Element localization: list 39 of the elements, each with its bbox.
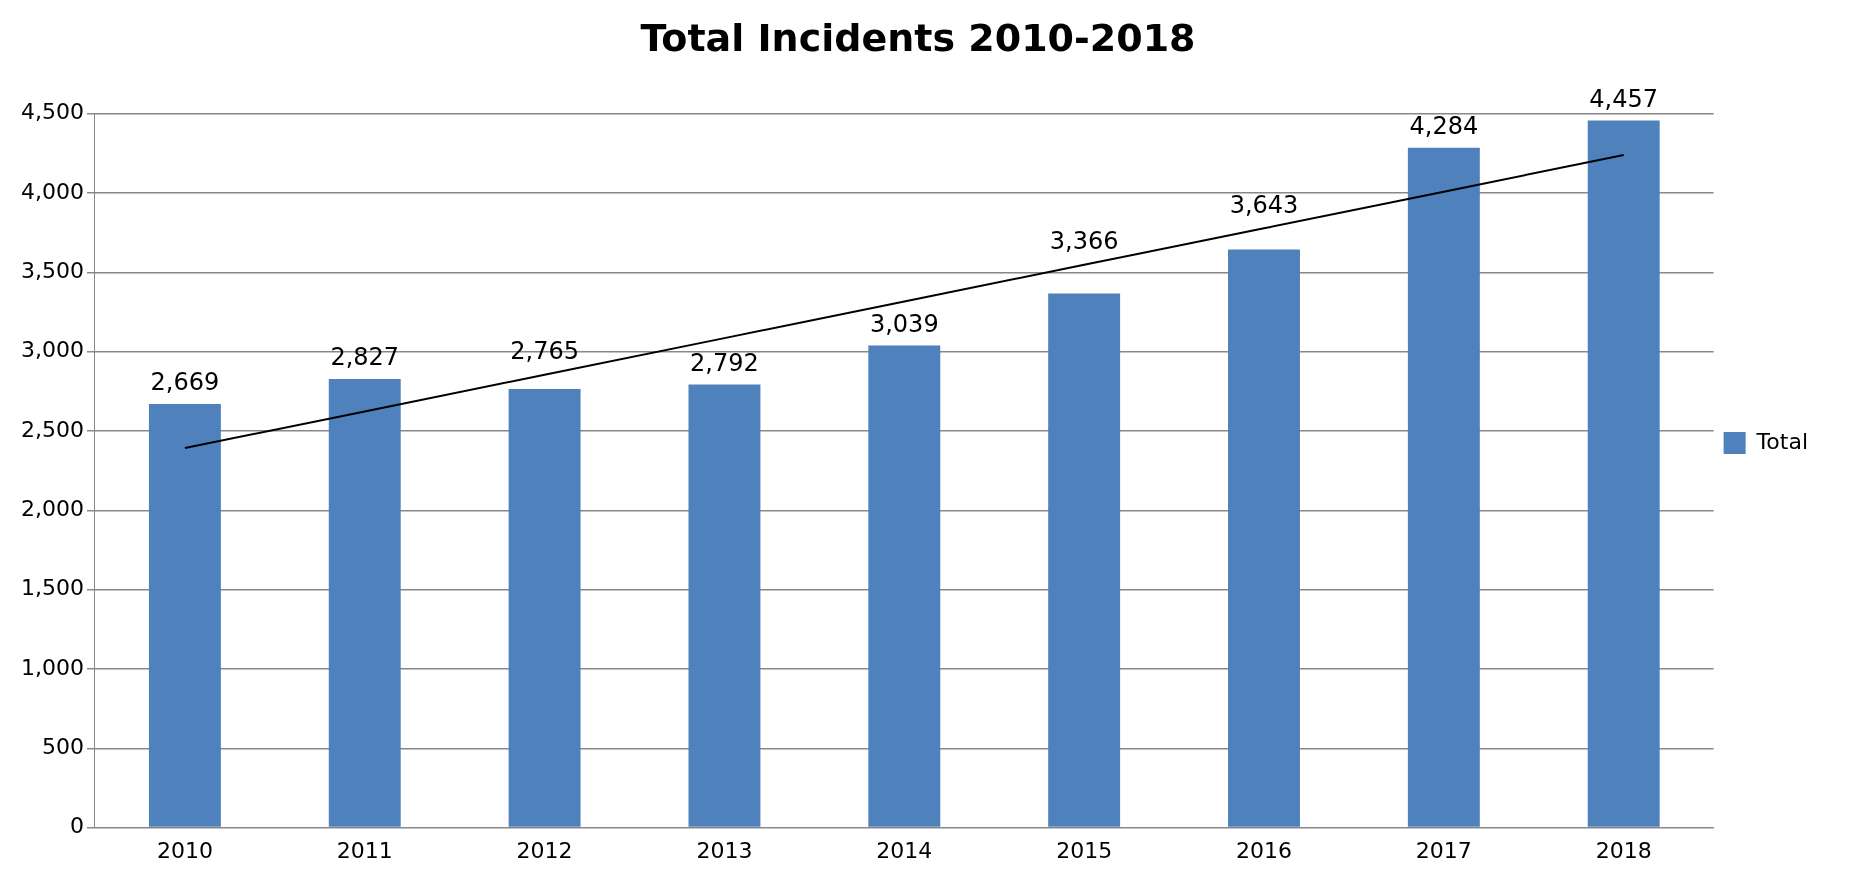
bar bbox=[328, 379, 401, 827]
data-label: 2,669 bbox=[150, 368, 220, 397]
bar bbox=[1228, 249, 1300, 827]
bar bbox=[688, 384, 761, 827]
data-label: 2,827 bbox=[330, 343, 400, 372]
y-tick-label: 0 bbox=[69, 813, 84, 839]
y-tick-label: 4,000 bbox=[21, 178, 84, 204]
bar bbox=[1048, 293, 1121, 827]
bar bbox=[1407, 147, 1480, 827]
y-tick-label: 1,500 bbox=[21, 575, 84, 601]
x-tick-label: 2011 bbox=[336, 837, 393, 863]
x-tick-label: 2017 bbox=[1415, 837, 1472, 863]
x-tick-label: 2018 bbox=[1595, 837, 1652, 863]
y-tick-label: 2,500 bbox=[21, 416, 84, 442]
y-tick-label: 3,000 bbox=[21, 337, 84, 363]
x-tick-label: 2013 bbox=[696, 837, 753, 863]
data-label: 3,366 bbox=[1049, 227, 1119, 256]
bar bbox=[508, 388, 581, 827]
y-tick-label: 2,000 bbox=[21, 495, 84, 521]
y-tick-label: 500 bbox=[41, 733, 84, 759]
legend-label: Total bbox=[1755, 428, 1809, 454]
y-tick-label: 3,500 bbox=[21, 257, 84, 283]
x-tick-label: 2015 bbox=[1056, 837, 1113, 863]
chart-title: Total Incidents 2010-2018 bbox=[640, 15, 1196, 60]
bar bbox=[148, 404, 221, 827]
data-label: 2,765 bbox=[510, 337, 579, 365]
bar bbox=[1587, 120, 1660, 827]
data-label: 4,284 bbox=[1409, 112, 1479, 141]
x-tick-label: 2014 bbox=[876, 837, 933, 863]
x-tick-label: 2010 bbox=[156, 837, 213, 863]
bar bbox=[868, 345, 941, 827]
data-label: 3,643 bbox=[1229, 190, 1299, 219]
x-tick-label: 2012 bbox=[516, 837, 573, 863]
data-label: 3,039 bbox=[869, 309, 939, 338]
y-tick-label: 1,000 bbox=[21, 654, 84, 680]
data-label: 4,457 bbox=[1589, 84, 1659, 113]
y-tick-label: 4,500 bbox=[21, 99, 84, 125]
data-label: 2,792 bbox=[690, 348, 759, 377]
x-tick-label: 2016 bbox=[1236, 837, 1292, 863]
